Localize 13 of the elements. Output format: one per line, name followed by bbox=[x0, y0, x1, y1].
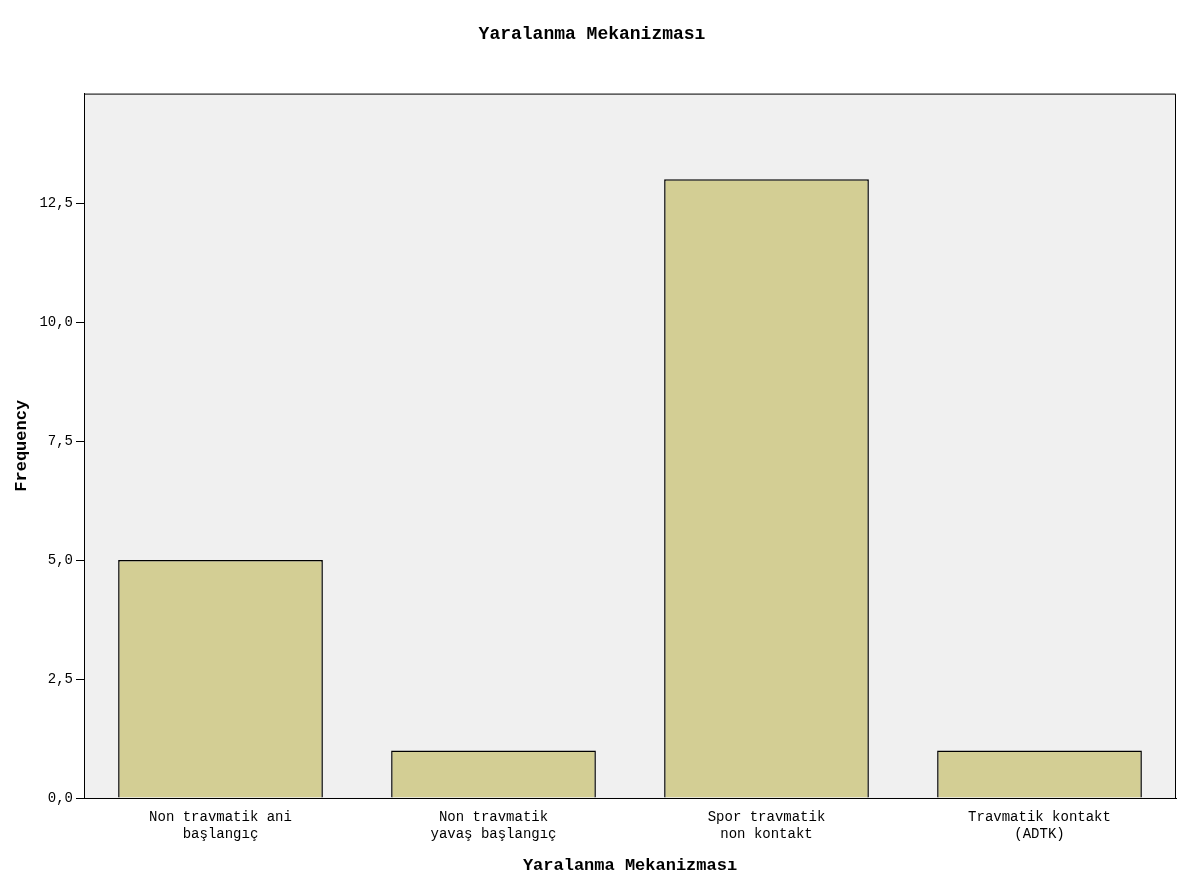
y-tick-label: 12,5 bbox=[39, 194, 74, 211]
x-tick-label: Non travmatik ani başlangıç bbox=[149, 809, 292, 842]
y-tick-label: 10,0 bbox=[39, 313, 74, 330]
x-tick-label: Non travmatik yavaş başlangıç bbox=[430, 809, 557, 842]
y-tick-label: 2,5 bbox=[47, 670, 74, 687]
y-tick-label: 0,0 bbox=[47, 789, 74, 806]
x-tick-label: Spor travmatik non kontakt bbox=[707, 809, 826, 842]
chart-title: Yaralanma Mekanizması bbox=[478, 24, 706, 45]
x-tick-label: Travmatik kontakt (ADTK) bbox=[968, 809, 1111, 842]
y-tick-label: 7,5 bbox=[47, 432, 74, 449]
y-tick-label: 5,0 bbox=[47, 551, 74, 568]
y-axis-title: Frequency bbox=[12, 399, 32, 492]
x-axis-title: Yaralanma Mekanizması bbox=[522, 856, 738, 876]
